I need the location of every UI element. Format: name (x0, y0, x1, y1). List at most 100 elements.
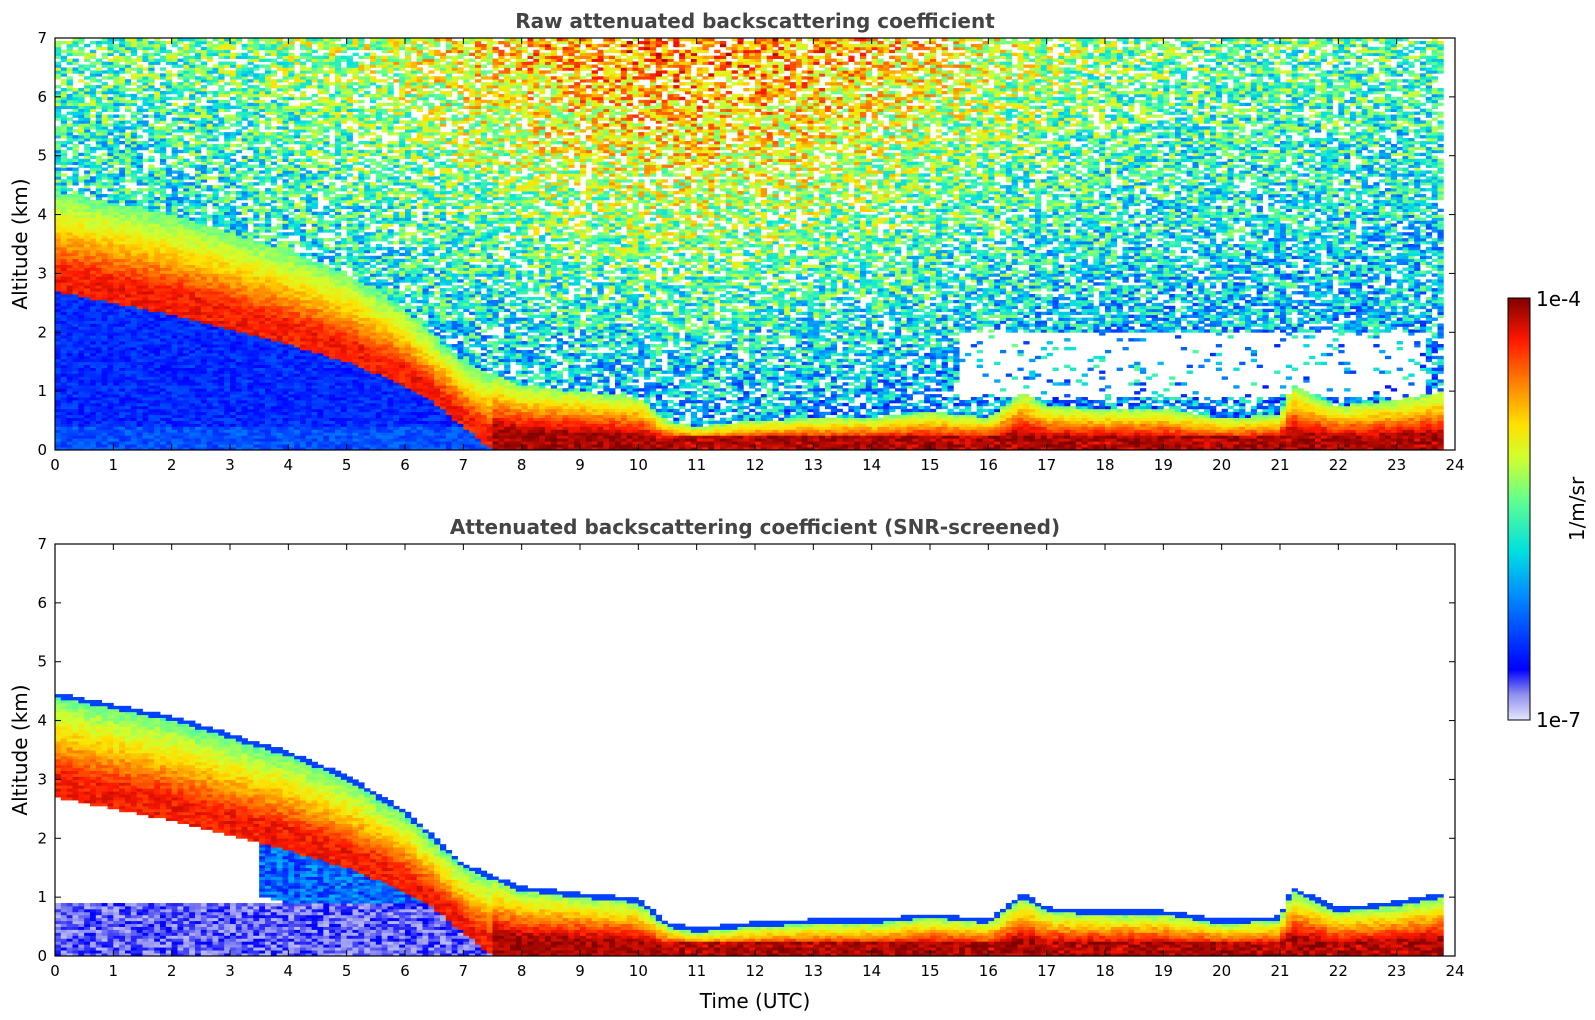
heatmap-cell (66, 223, 73, 227)
heatmap-cell (142, 173, 149, 177)
heatmap-cell (60, 423, 68, 427)
heatmap-cell (183, 349, 190, 354)
heatmap-cell (253, 258, 260, 263)
heatmap-cell (101, 296, 108, 301)
heatmap-cell (195, 111, 202, 115)
heatmap-cell (270, 108, 278, 112)
heatmap-cell (107, 317, 114, 321)
heatmap-cell (206, 167, 213, 171)
heatmap-cell (212, 320, 219, 324)
heatmap-cell (276, 288, 283, 292)
heatmap-cell (195, 367, 202, 371)
heatmap-cell (119, 82, 126, 86)
heatmap-cell (259, 314, 266, 318)
heatmap-cell (224, 223, 231, 227)
heatmap-cell (270, 311, 278, 316)
heatmap-cell (270, 288, 278, 292)
heatmap-cell (235, 164, 243, 168)
heatmap-cell (224, 282, 231, 286)
heatmap-cell (136, 358, 143, 363)
heatmap-cell (195, 347, 202, 351)
heatmap-cell (66, 241, 73, 245)
heatmap-cell (119, 208, 126, 213)
heatmap-cell (113, 182, 120, 186)
heatmap-cell (113, 299, 120, 304)
heatmap-cell (72, 176, 79, 180)
heatmap-cell (130, 264, 138, 268)
heatmap-cell (270, 79, 278, 83)
heatmap-cell (107, 108, 114, 112)
heatmap-cell (119, 426, 126, 430)
heatmap-cell (230, 217, 237, 221)
heatmap-cell (270, 447, 278, 450)
heatmap-cell (259, 444, 266, 448)
heatmap-cell (95, 70, 103, 74)
heatmap-cell (136, 70, 143, 74)
heatmap-cell (253, 114, 260, 118)
heatmap-cell (212, 296, 219, 301)
heatmap-cell (142, 291, 149, 295)
heatmap-cell (160, 414, 167, 419)
heatmap-cell (125, 376, 132, 380)
heatmap-cell (165, 123, 173, 127)
heatmap-cell (101, 311, 108, 316)
heatmap-cell (130, 99, 138, 104)
heatmap-cell (95, 188, 103, 192)
heatmap-cell (60, 288, 68, 292)
heatmap-cell (142, 394, 149, 398)
heatmap-cell (148, 126, 155, 130)
heatmap-cell (142, 40, 149, 45)
heatmap-cell (259, 249, 266, 254)
heatmap-cell (125, 249, 132, 254)
heatmap-cell (218, 326, 225, 330)
heatmap-cell (101, 255, 108, 260)
heatmap-cell (66, 282, 73, 286)
heatmap-cell (90, 391, 97, 395)
heatmap-cell (282, 447, 289, 450)
heatmap-cell (212, 423, 219, 427)
heatmap-cell (230, 447, 237, 450)
heatmap-cell (171, 246, 178, 251)
heatmap-cell (270, 267, 278, 271)
heatmap-cell (95, 199, 103, 204)
heatmap-cell (78, 129, 85, 133)
heatmap-cell (206, 311, 213, 316)
heatmap-cell (66, 229, 73, 233)
heatmap-cell (200, 276, 208, 280)
heatmap-cell (130, 435, 138, 439)
heatmap-cell (247, 302, 254, 307)
heatmap-cell (276, 402, 283, 407)
heatmap-cell (113, 311, 120, 316)
heatmap-cell (206, 394, 213, 398)
heatmap-cell (206, 193, 213, 198)
heatmap-cell (142, 320, 149, 324)
heatmap-cell (119, 444, 126, 448)
heatmap-cell (113, 88, 120, 92)
heatmap-cell (160, 67, 167, 71)
heatmap-cell (282, 382, 289, 386)
heatmap-cell (282, 244, 289, 248)
heatmap-cell (177, 214, 184, 218)
heatmap-cell (90, 211, 97, 215)
heatmap-cell (270, 379, 278, 383)
heatmap-cell (206, 246, 213, 251)
heatmap-cell (218, 88, 225, 92)
heatmap-cell (241, 146, 248, 151)
heatmap-cell (189, 432, 196, 436)
heatmap-cell (130, 61, 138, 65)
heatmap-cell (253, 117, 260, 121)
heatmap-cell (241, 329, 248, 333)
heatmap-cell (247, 332, 254, 336)
heatmap-cell (154, 129, 161, 133)
heatmap-cell (177, 70, 184, 74)
heatmap-cell (212, 99, 219, 104)
heatmap-cell (154, 341, 161, 345)
heatmap-cell (95, 414, 103, 419)
heatmap-cell (125, 252, 132, 257)
heatmap-cell (177, 296, 184, 301)
heatmap-cell (101, 408, 108, 413)
heatmap-cell (95, 267, 103, 271)
heatmap-cell (206, 46, 213, 51)
heatmap-cell (78, 273, 85, 277)
heatmap-cell (55, 220, 62, 224)
